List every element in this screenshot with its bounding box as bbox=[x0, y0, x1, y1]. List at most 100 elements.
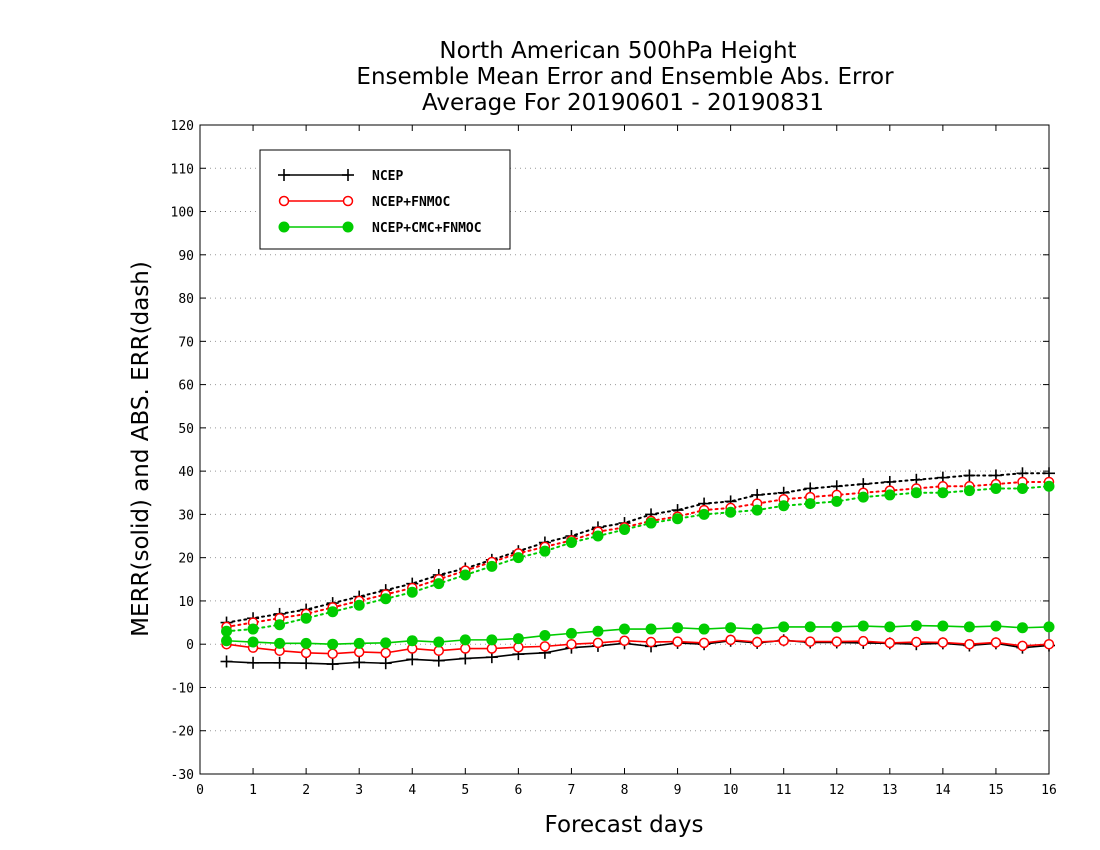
point-merr-ncep-fnmoc bbox=[698, 637, 710, 649]
series-line-abs-ncep bbox=[225, 472, 1050, 624]
point-merr-ncep bbox=[353, 656, 366, 669]
point-abs-ncep bbox=[963, 469, 976, 482]
point-merr-ncep-fnmoc bbox=[592, 637, 604, 649]
point-merr-ncep-fnmoc bbox=[778, 635, 789, 646]
point-abs-ncep-cmc-fnmoc bbox=[672, 513, 684, 525]
point-merr-ncep-fnmoc bbox=[566, 638, 577, 650]
point-merr-ncep-fnmoc bbox=[990, 637, 1002, 648]
legend-label: NCEP+CMC+FNMOC bbox=[372, 221, 482, 236]
x-axis-label: Forecast days bbox=[545, 812, 704, 838]
point-abs-ncep-cmc-fnmoc bbox=[1016, 482, 1028, 494]
point-merr-ncep-cmc-fnmoc bbox=[565, 627, 577, 639]
point-merr-ncep-fnmoc bbox=[433, 645, 445, 656]
y-tick-label: 80 bbox=[178, 292, 194, 307]
legend-marker bbox=[278, 195, 290, 207]
point-merr-ncep-fnmoc bbox=[1043, 638, 1055, 650]
point-abs-ncep-cmc-fnmoc bbox=[1043, 480, 1055, 492]
legend-marker bbox=[342, 221, 354, 233]
point-merr-ncep-fnmoc bbox=[964, 638, 975, 650]
y-tick-label: -10 bbox=[171, 681, 194, 696]
x-tick-label: 9 bbox=[674, 783, 682, 798]
point-merr-ncep-cmc-fnmoc bbox=[778, 621, 790, 633]
point-merr-ncep-cmc-fnmoc bbox=[1016, 622, 1028, 634]
point-abs-ncep-cmc-fnmoc bbox=[353, 599, 365, 611]
point-merr-ncep-fnmoc bbox=[672, 636, 683, 647]
point-abs-ncep-cmc-fnmoc bbox=[804, 498, 816, 510]
series-layer bbox=[220, 467, 1055, 671]
y-tick-label: -30 bbox=[171, 768, 194, 783]
y-tick-label: 110 bbox=[171, 162, 194, 177]
point-merr-ncep bbox=[247, 656, 260, 669]
point-merr-ncep bbox=[432, 654, 445, 667]
point-merr-ncep-fnmoc bbox=[460, 643, 471, 654]
point-abs-ncep-cmc-fnmoc bbox=[698, 508, 710, 520]
point-merr-ncep-fnmoc bbox=[1017, 640, 1028, 652]
y-tick-label: -20 bbox=[171, 725, 194, 740]
point-merr-ncep-fnmoc bbox=[858, 635, 869, 647]
legend-label: NCEP bbox=[372, 169, 403, 184]
x-tick-label: 11 bbox=[776, 783, 792, 798]
point-abs-ncep-cmc-fnmoc bbox=[512, 552, 524, 564]
series-line-merr-ncep-fnmoc bbox=[226, 639, 1050, 655]
x-tick-label: 14 bbox=[935, 783, 951, 798]
point-merr-ncep-cmc-fnmoc bbox=[353, 637, 365, 649]
point-merr-ncep-cmc-fnmoc bbox=[274, 637, 286, 649]
point-merr-ncep bbox=[406, 653, 419, 666]
point-merr-ncep-fnmoc bbox=[884, 637, 896, 649]
y-tick-label: 60 bbox=[178, 379, 194, 394]
x-tick-label: 7 bbox=[568, 783, 576, 798]
point-abs-ncep-cmc-fnmoc bbox=[327, 606, 339, 618]
point-merr-ncep bbox=[379, 657, 392, 670]
point-merr-ncep-cmc-fnmoc bbox=[406, 635, 418, 647]
point-merr-ncep-fnmoc bbox=[937, 637, 949, 648]
point-abs-ncep-cmc-fnmoc bbox=[380, 593, 392, 605]
point-merr-ncep-cmc-fnmoc bbox=[990, 620, 1002, 632]
point-merr-ncep bbox=[273, 656, 286, 669]
point-merr-ncep-cmc-fnmoc bbox=[910, 620, 922, 632]
point-merr-ncep-fnmoc bbox=[751, 636, 763, 648]
point-merr-ncep bbox=[220, 655, 233, 668]
y-axis: -30 -20 -10 0 10 20 30 40 50 60 70 80 90 100 110 120 bbox=[171, 119, 1049, 783]
point-merr-ncep-cmc-fnmoc bbox=[831, 621, 843, 633]
title-line-2: Ensemble Mean Error and Ensemble Abs. Er… bbox=[356, 64, 894, 90]
point-abs-ncep-cmc-fnmoc bbox=[619, 524, 630, 536]
point-merr-ncep-fnmoc bbox=[911, 636, 922, 648]
point-merr-ncep-cmc-fnmoc bbox=[300, 637, 312, 649]
point-merr-ncep-fnmoc bbox=[513, 641, 524, 653]
title-line-3: Average For 20190601 - 20190831 bbox=[422, 90, 824, 116]
point-abs-ncep-cmc-fnmoc bbox=[300, 612, 312, 624]
point-merr-ncep-cmc-fnmoc bbox=[221, 635, 233, 647]
point-abs-ncep-cmc-fnmoc bbox=[274, 619, 286, 631]
legend-item-ncep-cmc-fnmoc: NCEP+CMC+FNMOC bbox=[278, 221, 482, 236]
x-tick-label: 10 bbox=[723, 783, 739, 798]
point-merr-ncep bbox=[300, 657, 313, 670]
y-tick-label: 20 bbox=[178, 552, 194, 567]
point-merr-ncep-cmc-fnmoc bbox=[327, 638, 339, 650]
point-merr-ncep-cmc-fnmoc bbox=[486, 634, 498, 646]
legend-marker bbox=[278, 169, 290, 181]
point-merr-ncep-fnmoc bbox=[619, 635, 630, 646]
point-abs-ncep-cmc-fnmoc bbox=[990, 482, 1002, 494]
legend-label: NCEP+FNMOC bbox=[372, 195, 450, 210]
legend: NCEP NCEP+FNMOC NCEP+CMC+FNMOC bbox=[259, 149, 511, 250]
chart-title: North American 500hPa Height Ensemble Me… bbox=[356, 38, 894, 116]
y-tick-label: 30 bbox=[178, 508, 194, 523]
legend-marker bbox=[342, 169, 354, 181]
x-tick-label: 3 bbox=[355, 783, 363, 798]
legend-item-ncep: NCEP bbox=[278, 169, 403, 184]
point-merr-ncep-cmc-fnmoc bbox=[459, 634, 471, 646]
point-abs-ncep-cmc-fnmoc bbox=[857, 491, 869, 503]
point-abs-ncep-cmc-fnmoc bbox=[539, 545, 551, 557]
point-abs-ncep-cmc-fnmoc bbox=[645, 517, 657, 529]
point-merr-ncep-cmc-fnmoc bbox=[937, 620, 949, 632]
point-merr-ncep-cmc-fnmoc bbox=[698, 623, 710, 635]
x-tick-label: 15 bbox=[988, 783, 1004, 798]
x-tick-label: 8 bbox=[621, 783, 629, 798]
point-merr-ncep-cmc-fnmoc bbox=[725, 622, 737, 634]
point-abs-ncep-cmc-fnmoc bbox=[221, 625, 233, 637]
point-merr-ncep-cmc-fnmoc bbox=[1043, 621, 1055, 633]
y-tick-label: 70 bbox=[178, 335, 194, 350]
point-merr-ncep bbox=[459, 652, 472, 665]
point-abs-ncep-cmc-fnmoc bbox=[459, 569, 471, 581]
